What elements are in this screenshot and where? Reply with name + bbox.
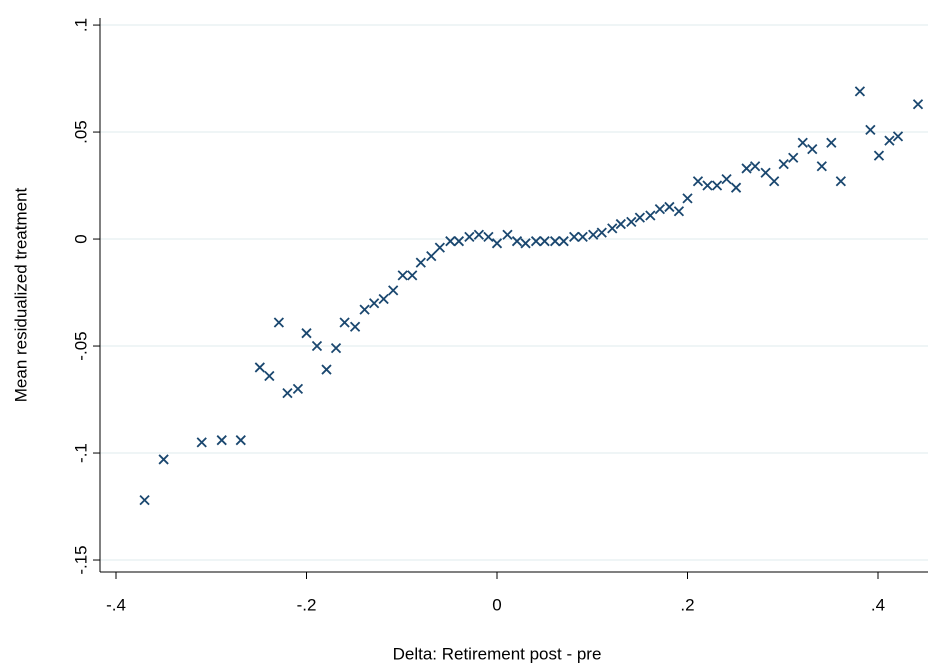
scatter-marker bbox=[749, 161, 761, 172]
scatter-marker bbox=[216, 435, 227, 446]
scatter-marker bbox=[426, 251, 437, 262]
scatter-marker bbox=[464, 231, 475, 243]
scatter-marker bbox=[702, 180, 713, 191]
scatter-marker bbox=[502, 229, 513, 240]
scatter-marker bbox=[407, 270, 418, 281]
x-axis-label: Delta: Retirement post - pre bbox=[393, 644, 602, 663]
scatter-marker bbox=[311, 340, 323, 352]
scatter-marker bbox=[301, 328, 312, 339]
scatter-marker bbox=[549, 236, 561, 247]
scatter-marker bbox=[912, 99, 924, 110]
scatter-marker bbox=[654, 203, 666, 215]
scatter-marker bbox=[558, 236, 569, 247]
scatter-marker bbox=[892, 131, 904, 142]
scatter-marker bbox=[158, 454, 169, 465]
scatter-marker bbox=[692, 176, 704, 187]
scatter-marker bbox=[769, 176, 780, 187]
x-tick-label: 0 bbox=[492, 595, 501, 614]
scatter-marker bbox=[139, 494, 150, 506]
scatter-marker bbox=[634, 212, 646, 223]
scatter-marker bbox=[569, 231, 580, 243]
y-tick-label: .05 bbox=[71, 120, 90, 144]
scatter-marker bbox=[682, 193, 693, 204]
scatter-marker bbox=[292, 383, 304, 394]
scatter-marker bbox=[321, 364, 332, 375]
scatter-marker bbox=[788, 152, 799, 163]
scatter-marker bbox=[434, 242, 445, 253]
scatter-marker bbox=[397, 270, 408, 281]
y-tick-label: -.15 bbox=[71, 545, 90, 574]
scatter-marker bbox=[235, 435, 246, 446]
scatter-marker bbox=[835, 176, 846, 187]
scatter-marker bbox=[282, 387, 293, 399]
scatter-marker bbox=[359, 304, 370, 315]
scatter-marker bbox=[797, 137, 808, 148]
scatter-marker bbox=[196, 437, 207, 448]
scatter-marker bbox=[664, 201, 675, 213]
scatter-marker bbox=[865, 124, 876, 136]
scatter-marker bbox=[473, 229, 485, 240]
scatter-marker bbox=[349, 321, 361, 332]
scatter-marker bbox=[415, 257, 426, 268]
x-tick-label: .4 bbox=[871, 595, 885, 614]
scatter-marker bbox=[577, 231, 588, 243]
scatter-marker bbox=[730, 182, 742, 193]
scatter-marker bbox=[445, 236, 456, 247]
scatter-marker bbox=[741, 163, 752, 174]
scatter-marker bbox=[596, 227, 607, 238]
scatter-marker bbox=[483, 231, 494, 243]
scatter-marker bbox=[873, 150, 885, 161]
scatter-marker bbox=[807, 144, 818, 155]
scatter-marker bbox=[491, 238, 503, 249]
scatter-marker bbox=[378, 293, 389, 305]
scatter-marker bbox=[826, 137, 837, 148]
scatter-marker bbox=[539, 236, 550, 247]
scatter-marker bbox=[673, 206, 685, 217]
scatter-marker bbox=[711, 180, 723, 191]
scatter-marker bbox=[645, 210, 656, 221]
scatter-marker bbox=[884, 135, 895, 146]
x-tick-label: -.4 bbox=[106, 595, 126, 614]
scatter-marker bbox=[339, 317, 350, 328]
scatter-marker bbox=[520, 238, 531, 249]
scatter-marker bbox=[453, 236, 465, 247]
y-tick-label: .1 bbox=[71, 18, 90, 32]
scatter-marker bbox=[615, 218, 626, 230]
scatter-marker bbox=[273, 317, 285, 328]
scatter-marker bbox=[721, 173, 732, 185]
scatter-marker bbox=[530, 236, 542, 247]
scatter-marker bbox=[854, 86, 866, 97]
scatter-marker bbox=[588, 229, 599, 240]
scatter-marker bbox=[607, 223, 618, 234]
scatter-marker bbox=[254, 362, 265, 373]
scatter-marker bbox=[626, 216, 637, 228]
scatter-marker bbox=[778, 159, 789, 170]
scatter-marker bbox=[368, 298, 380, 309]
y-axis-label: Mean residualized treatment bbox=[11, 187, 30, 402]
y-tick-label: -.05 bbox=[71, 331, 90, 360]
scatter-marker bbox=[388, 285, 399, 296]
scatter-marker bbox=[511, 236, 523, 247]
scatter-marker bbox=[330, 343, 342, 354]
y-tick-label: -.1 bbox=[71, 443, 90, 463]
y-tick-label: 0 bbox=[71, 234, 90, 243]
scatter-marker bbox=[816, 161, 827, 172]
scatter-marker bbox=[760, 167, 771, 178]
scatter-marker bbox=[264, 370, 275, 382]
x-tick-label: -.2 bbox=[297, 595, 317, 614]
x-tick-label: .2 bbox=[680, 595, 694, 614]
